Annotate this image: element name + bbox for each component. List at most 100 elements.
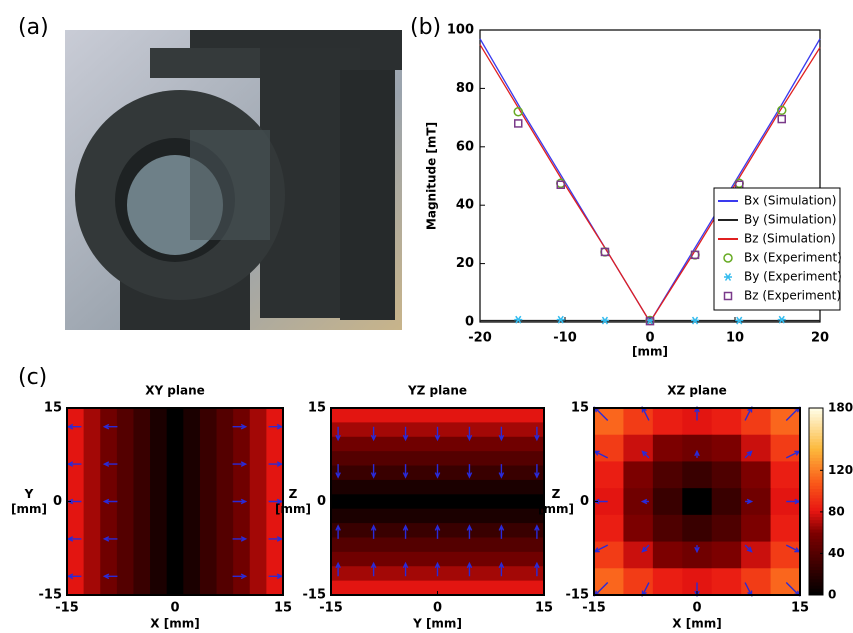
y-axis-label: Magnitude [mT] (425, 122, 439, 230)
plot-title: YZ plane (407, 384, 467, 398)
x-tick-label: -15 (582, 601, 606, 616)
y-tick-label: 15 (44, 401, 62, 416)
colorbar-segment (809, 442, 823, 446)
heat-cell (216, 408, 234, 596)
field-arrow (335, 464, 341, 479)
field-arrow (694, 449, 700, 458)
colorbar-segment (809, 591, 823, 596)
field-arrow (102, 461, 118, 467)
heat-cell (331, 408, 545, 423)
data-point (514, 119, 523, 128)
field-arrow (232, 573, 248, 580)
colorbar-segment (809, 457, 823, 462)
colorbar-segment (809, 485, 823, 490)
x-tick-label: -10 (553, 331, 577, 346)
x-axis-label: Y [mm] (412, 617, 462, 631)
data-point (513, 107, 523, 117)
colorbar-segment (809, 563, 823, 568)
colorbar-segment (809, 532, 823, 537)
y-tick-label: 60 (456, 139, 474, 154)
heat-cell (331, 537, 545, 553)
colorbar-segment (809, 542, 823, 546)
data-point (690, 250, 700, 260)
heat-cell (331, 451, 545, 467)
field-arrow (434, 561, 441, 577)
colorbar-segment (809, 579, 823, 584)
y-axis-label: [mm] (11, 502, 47, 516)
colorbar-segment (809, 507, 823, 512)
field-arrow (466, 464, 473, 479)
field-arrow (66, 573, 82, 580)
field-arrow (232, 536, 248, 542)
colorbar-segment (809, 470, 823, 474)
heat-cell (652, 461, 683, 489)
colorbar-segment (809, 535, 823, 540)
colorbar-segment (809, 426, 823, 431)
heat-cell (83, 408, 101, 596)
y-tick-label: 40 (456, 198, 474, 213)
colorbar-segment (809, 464, 823, 468)
colorbar-segment (809, 479, 823, 484)
heat-cell (652, 408, 683, 436)
y-tick-label: 15 (308, 401, 326, 416)
colorbar-segment (809, 467, 823, 471)
colorbar-segment (809, 498, 823, 502)
field-arrow (641, 544, 650, 553)
y-tick-label: -15 (39, 588, 63, 603)
colorbar-segment (809, 557, 823, 562)
x-tick-label: 10 (726, 331, 744, 346)
field-arrow (102, 573, 118, 580)
heat-cell (652, 568, 683, 596)
heat-cell (331, 436, 545, 452)
field-arrow (268, 423, 284, 430)
x-tick-label: 15 (791, 601, 809, 616)
field-arrow (66, 461, 82, 467)
colorbar-segment (809, 408, 823, 412)
field-arrow (268, 498, 284, 505)
field-arrow (534, 561, 540, 577)
heat-cell (652, 514, 683, 543)
x-tick-label: 20 (811, 331, 829, 346)
y-axis-label: Z (289, 487, 298, 501)
colorbar-segment (809, 476, 823, 481)
field-arrow (370, 464, 377, 479)
field-arrow (498, 426, 505, 442)
field-arrow (744, 544, 753, 553)
y-axis-label: [mm] (275, 502, 311, 516)
heat-cell (711, 408, 742, 436)
field-arrow (498, 464, 505, 479)
data-point (777, 105, 787, 116)
colorbar-segment (809, 538, 823, 543)
heat-cell (249, 408, 267, 596)
heat-cell (682, 488, 713, 516)
legend-label: Bz (Simulation) (744, 232, 836, 246)
colorbar-segment (809, 423, 823, 428)
y-tick-label: 15 (571, 401, 589, 416)
data-point (600, 316, 609, 325)
data-point (735, 316, 744, 325)
heat-cell (166, 408, 184, 596)
field-arrow (534, 464, 540, 479)
field-arrow (268, 536, 284, 542)
y-tick-label: 0 (317, 494, 326, 509)
heat-cell (331, 580, 545, 596)
colorbar-segment (809, 411, 823, 415)
heat-cell (770, 461, 801, 489)
data-point (777, 315, 786, 324)
plot-title: XY plane (145, 384, 205, 398)
heat-cell (741, 568, 772, 596)
heat-cell (711, 488, 742, 516)
field-arrow (335, 524, 341, 539)
heat-cell (682, 461, 713, 489)
x-axis-label: [mm] (632, 345, 668, 359)
field-arrow (434, 426, 441, 442)
field-arrow (434, 524, 441, 539)
colorbar-segment (809, 492, 823, 496)
colorbar-segment (809, 517, 823, 521)
data-point (645, 316, 655, 326)
colorbar-segment (809, 529, 823, 534)
photo (65, 30, 402, 330)
heat-cell (331, 494, 545, 510)
legend-marker (723, 291, 733, 301)
field-arrow (498, 524, 505, 539)
